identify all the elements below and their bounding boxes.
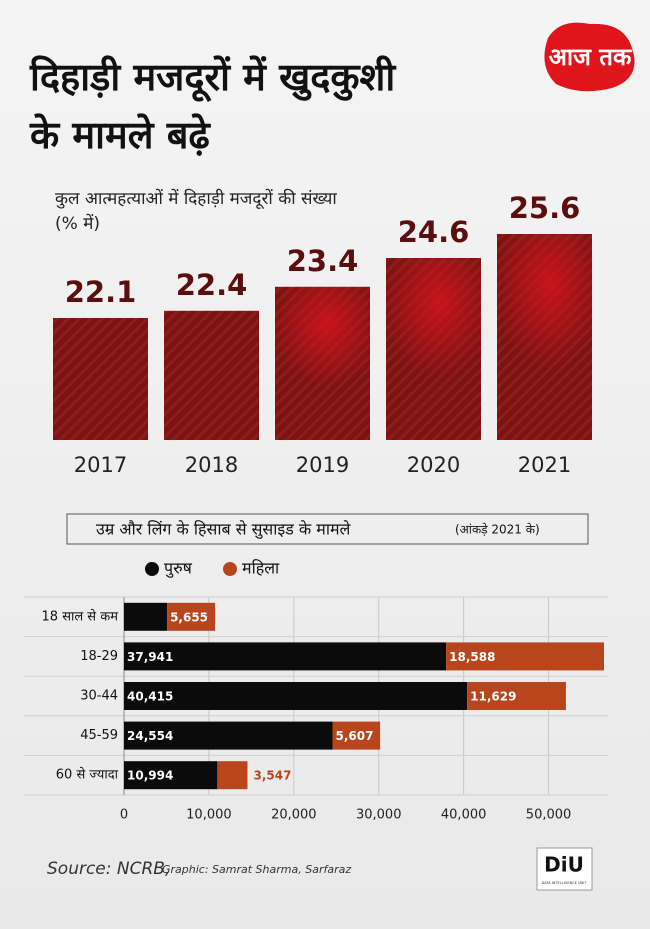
legend-marker: [145, 562, 159, 576]
value-label: 22.4: [176, 268, 248, 302]
bar-segment: [124, 642, 447, 671]
x-tick-label: 2019: [296, 453, 349, 477]
x-tick-label: 2018: [185, 453, 238, 477]
value-label: 24,554: [127, 729, 173, 743]
brand-text: आज तक: [549, 43, 633, 71]
source: Source: NCRB,: [47, 859, 170, 879]
bar-segment: [217, 761, 248, 790]
y-tick-label: 18 साल से कम: [42, 608, 119, 624]
chart-subtitle: (आंकड़े 2021 के): [455, 523, 540, 537]
x-tick-label: 30,000: [356, 808, 402, 823]
bar-segment: [124, 761, 218, 790]
x-tick-label: 20,000: [271, 808, 317, 823]
bar-splash: [386, 258, 481, 386]
x-tick-label: 0: [120, 808, 128, 823]
bar: [53, 318, 148, 440]
x-tick-label: 10,000: [186, 808, 232, 823]
x-tick-label: 2017: [74, 453, 127, 477]
legend-label: पुरुष: [164, 559, 193, 579]
value-label: 24.6: [398, 215, 470, 249]
chart-title: उम्र और लिंग के हिसाब से सुसाइड के मामले: [96, 520, 352, 540]
title-box: [66, 513, 589, 545]
value-label: 40,415: [127, 690, 173, 704]
value-label: 25.6: [509, 191, 581, 225]
bar-splash: [275, 286, 370, 395]
y-tick-label: 60 से ज्यादा: [56, 767, 119, 783]
logo: DiU: [544, 853, 584, 877]
value-label: 5,655: [170, 610, 208, 624]
bar-segment: [124, 682, 468, 710]
y-tick-label: 30-44: [80, 689, 118, 704]
value-label: 11,629: [470, 690, 516, 704]
bar: [164, 310, 259, 440]
y-tick-label: 45-59: [80, 728, 118, 743]
legend-marker: [223, 562, 237, 576]
value-label: 18,588: [449, 650, 495, 664]
x-tick-label: 50,000: [526, 808, 572, 823]
bar-segment: [124, 721, 333, 750]
value-label: 37,941: [127, 650, 173, 664]
value-label: 10,994: [127, 769, 173, 783]
value-label: 22.1: [65, 275, 137, 309]
logo-box: [536, 847, 593, 891]
credit: Graphic: Samrat Sharma, Sarfaraz: [162, 863, 351, 876]
x-tick-label: 2021: [518, 453, 571, 477]
y-tick-label: 18-29: [80, 649, 118, 664]
bar-segment: [332, 721, 381, 750]
bar-segment: [467, 682, 566, 710]
chart-subtitle: कुल आत्महत्याओं में दिहाड़ी मजदूरों की स…: [55, 189, 337, 234]
chart-title: दिहाड़ी मजदूरों में खुदकुशी के मामले बढ़…: [30, 55, 396, 157]
value-label: 3,547: [253, 769, 291, 783]
bar-segment: [446, 642, 605, 671]
value-label: 5,607: [335, 729, 373, 743]
logo-caption: DATA INTELLIGENCE UNIT: [542, 881, 588, 885]
bar-segment: [167, 602, 216, 631]
x-tick-label: 40,000: [441, 808, 487, 823]
x-tick-label: 2020: [407, 453, 460, 477]
value-label: 23.4: [287, 244, 359, 278]
brand-logo: [544, 22, 635, 92]
bar-splash: [497, 234, 592, 379]
legend-label: महिला: [242, 559, 280, 578]
bar-segment: [124, 602, 168, 631]
